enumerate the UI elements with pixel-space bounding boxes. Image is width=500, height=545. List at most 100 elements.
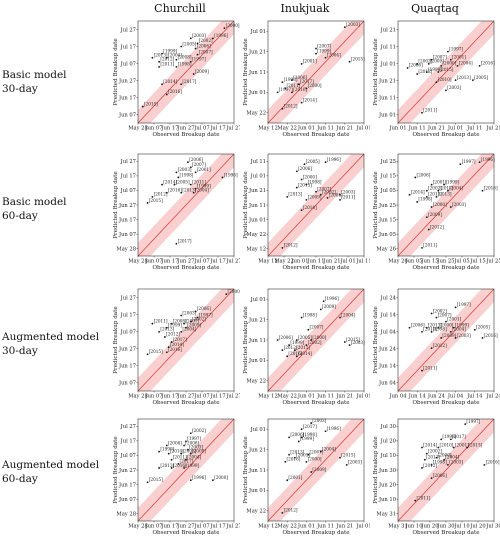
data-point-label: [2001] xyxy=(197,167,211,172)
data-point xyxy=(481,189,484,192)
y-tick-label: Jul 27 xyxy=(120,424,136,430)
x-tick-label: Jul 07 xyxy=(193,524,209,530)
identity-line xyxy=(137,418,235,522)
y-axis-label: Predicted Breakup date xyxy=(373,436,379,504)
y-tick-label: Jun 04 xyxy=(378,380,397,386)
data-point xyxy=(345,464,348,466)
data-point xyxy=(449,438,452,441)
data-point-label: [2017] xyxy=(178,239,192,244)
x-axis-label: Observed Breakup date xyxy=(282,132,350,138)
data-point-label: [1996] xyxy=(327,426,341,431)
x-tick-label: May 12 xyxy=(258,259,278,265)
x-tick-label: May 31 xyxy=(388,524,408,530)
y-tick-label: Jul 11 xyxy=(250,159,266,165)
y-tick-label: Jun 11 xyxy=(248,203,266,209)
data-point xyxy=(293,456,296,459)
data-point xyxy=(471,79,474,82)
data-point xyxy=(165,351,168,354)
data-point xyxy=(189,60,192,63)
data-point xyxy=(305,183,308,186)
data-point xyxy=(440,438,443,441)
x-axis-label: Observed Breakup date xyxy=(282,530,350,536)
y-axis-label: Predicted Breakup date xyxy=(243,306,249,374)
row-label-line1: Augmented model xyxy=(2,331,100,343)
data-point-label: [2012] xyxy=(160,57,174,62)
data-point xyxy=(196,53,199,56)
data-point xyxy=(180,83,183,86)
x-tick-label: Jul 01 xyxy=(447,126,463,132)
data-point-label: [2003] xyxy=(449,460,463,465)
scatter-panel: May 12 May 22 Jun 01 Jun 11 Jun 21 Jul 01 Jul … xyxy=(240,150,370,275)
data-point xyxy=(425,452,428,455)
data-point xyxy=(305,199,308,201)
data-point xyxy=(211,479,214,482)
data-point-label: [1997] xyxy=(466,419,480,424)
data-point-label: [2001] xyxy=(455,442,469,447)
data-point-label: [2017] xyxy=(303,424,317,429)
data-point-label: [2006] xyxy=(290,432,304,437)
x-axis-label: Observed Breakup date xyxy=(412,530,480,536)
identity-line xyxy=(397,153,495,257)
data-point-label: [2015] xyxy=(149,198,163,203)
data-point xyxy=(170,322,173,325)
data-point xyxy=(293,349,296,352)
data-point xyxy=(185,440,187,443)
x-tick-label: Jun 27 xyxy=(176,524,194,530)
y-tick-label: Jun 05 xyxy=(378,232,396,238)
x-tick-label: Jun 17 xyxy=(160,126,178,132)
data-point-label: [1996] xyxy=(325,296,339,301)
data-point-label: [2006] xyxy=(293,75,307,80)
data-point xyxy=(286,195,289,198)
y-tick-label: Jun 21 xyxy=(248,317,266,323)
data-point xyxy=(286,479,289,482)
data-point xyxy=(454,306,457,309)
data-point-label: [2005] xyxy=(474,75,488,80)
identity-line xyxy=(267,418,365,522)
data-point-label: [2011] xyxy=(416,495,430,500)
data-point xyxy=(180,314,183,317)
data-point-label: [2013] xyxy=(288,192,302,197)
data-point-label: [2002] xyxy=(428,448,442,453)
data-point xyxy=(324,161,327,164)
data-point xyxy=(194,310,197,313)
data-point-label: [2000] xyxy=(228,289,240,294)
data-point-label: [2000] xyxy=(442,61,456,66)
data-point xyxy=(167,346,170,349)
data-point xyxy=(449,206,452,208)
data-point-label: [2004] xyxy=(449,186,463,191)
y-axis-label: Predicted Breakup date xyxy=(113,38,119,106)
data-point-label: [2007] xyxy=(199,49,213,54)
data-point-label: [2012] xyxy=(423,463,437,468)
data-point xyxy=(343,341,346,343)
data-point xyxy=(284,87,287,90)
row-label-line2: 30-day xyxy=(2,83,38,95)
data-point-label: [2004] xyxy=(329,193,343,198)
data-point-label: [2009] xyxy=(428,212,442,217)
data-point-label: [2005] xyxy=(182,448,196,453)
data-point xyxy=(421,330,423,333)
x-tick-label: Jul 07 xyxy=(193,394,209,400)
data-point xyxy=(146,353,149,356)
data-point-label: [2006] xyxy=(409,63,423,68)
scatter-panel: May 28 Jun 07 Jun 17 Jun 27 Jul 07 Jul 17 Jul … xyxy=(110,285,240,410)
data-point-label: [2009] xyxy=(187,323,201,328)
data-point xyxy=(161,183,163,186)
x-tick-label: May 12 xyxy=(258,126,278,132)
data-point-label: [2003] xyxy=(178,167,192,172)
data-point-label: [2011] xyxy=(341,195,355,200)
data-point xyxy=(151,56,154,59)
x-tick-label: May 22 xyxy=(277,524,297,530)
data-point-label: [2002] xyxy=(433,308,447,313)
x-tick-label: Jul 17 xyxy=(209,524,225,530)
y-axis-label: Predicted Breakup date xyxy=(113,306,119,374)
data-point xyxy=(425,216,428,219)
data-point-label: [2016] xyxy=(168,347,182,352)
x-axis-label: Observed Breakup date xyxy=(152,530,220,536)
data-point xyxy=(452,326,455,329)
y-tick-label: Jun 10 xyxy=(378,497,396,503)
y-tick-label: Jun 21 xyxy=(248,188,266,194)
data-point xyxy=(286,355,289,358)
data-point-label: [1996] xyxy=(327,157,341,162)
data-point xyxy=(348,60,351,63)
